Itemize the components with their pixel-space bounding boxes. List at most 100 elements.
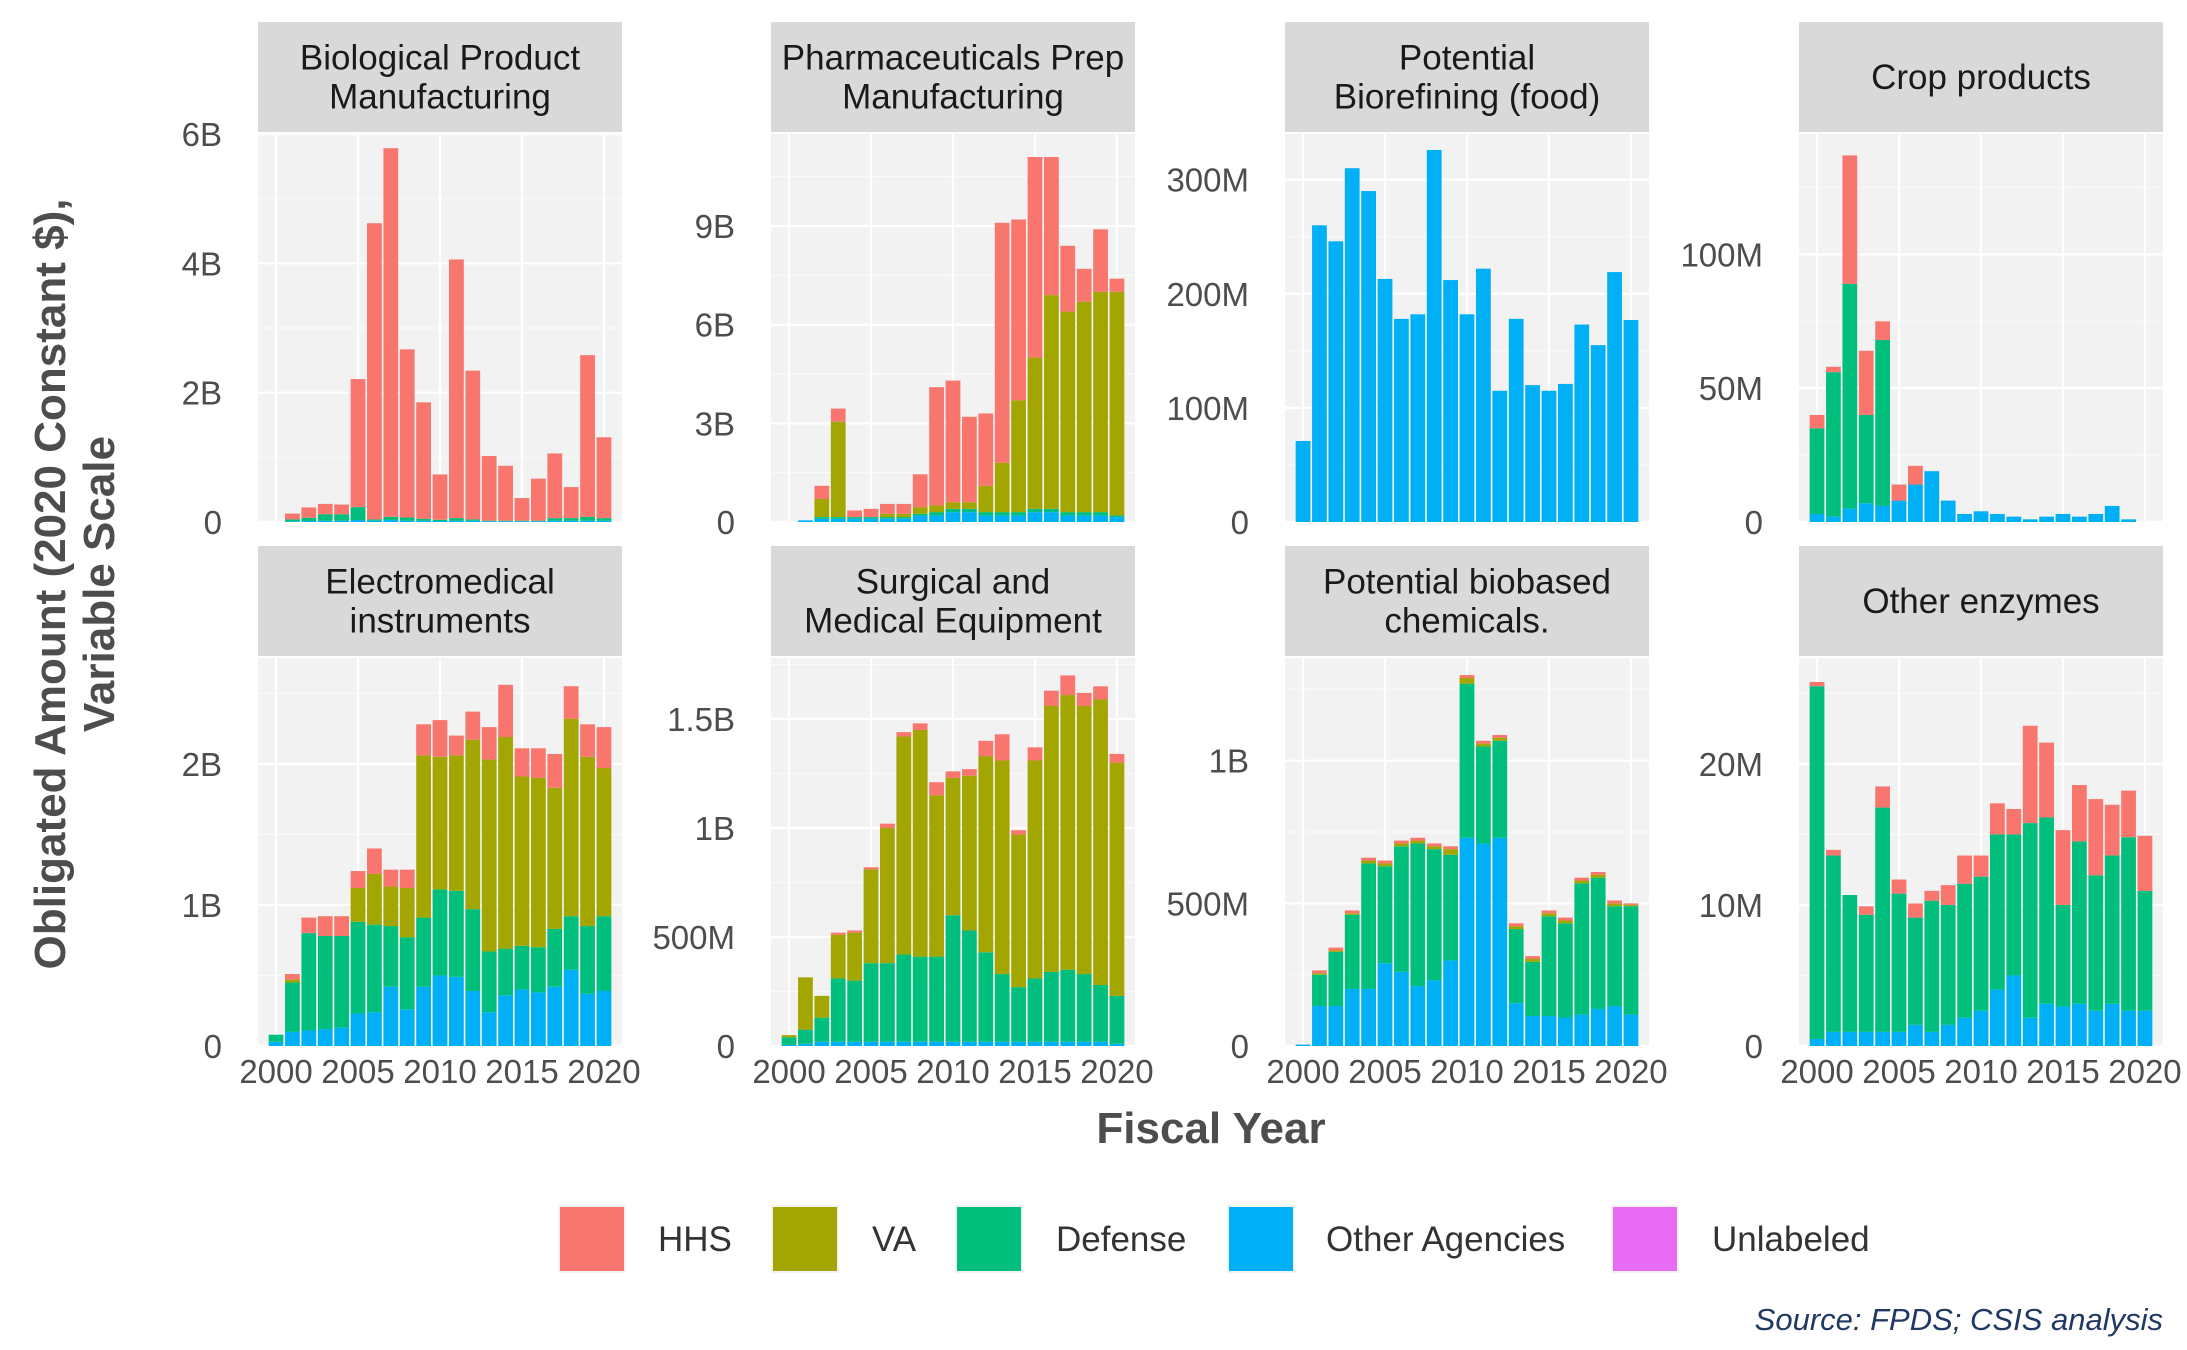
bar-segment: [1044, 690, 1059, 706]
bar-segment: [2088, 513, 2104, 522]
bar-segment: [830, 932, 846, 935]
bar-segment: [978, 485, 994, 513]
y-tick-label: 50M: [1699, 370, 1763, 407]
bar-segment: [481, 951, 497, 1013]
bar-segment: [1459, 314, 1475, 522]
bar-segment: [1060, 1041, 1076, 1046]
bar-segment: [301, 917, 317, 934]
bar-segment: [580, 355, 595, 517]
bar-segment: [334, 514, 349, 521]
bar-segment: [563, 518, 579, 521]
bar-segment: [1093, 515, 1108, 522]
bar-segment: [1826, 366, 1841, 373]
bar-segment: [350, 887, 366, 922]
bar-segment: [1295, 440, 1311, 522]
y-tick-label: 500M: [1166, 885, 1249, 922]
bar-segment: [2137, 835, 2153, 891]
bar-segment: [563, 969, 579, 1046]
bar-segment: [1476, 843, 1491, 1046]
bar-segment: [596, 518, 612, 521]
bar-segment: [399, 887, 415, 938]
bar-segment: [863, 963, 879, 1042]
bar-segment: [830, 978, 846, 1042]
bar-segment: [367, 223, 382, 520]
bar-segment: [1525, 385, 1540, 522]
bar-segment: [1525, 961, 1540, 1017]
bar-segment: [1027, 357, 1043, 509]
bar-segment: [1858, 414, 1874, 504]
bar-segment: [531, 992, 546, 1046]
bar-segment: [814, 1041, 830, 1046]
bar-segment: [912, 1041, 928, 1046]
bar-segment: [432, 474, 448, 520]
bar-segment: [1011, 830, 1026, 835]
y-tick-label: 9B: [695, 208, 735, 245]
bar-segment: [1011, 219, 1026, 401]
facet-panel: Biological Product Manufacturing 0 2B 4B 6B: [182, 22, 622, 541]
bar-segment: [847, 510, 862, 518]
bar-segment: [1858, 1031, 1874, 1046]
bar-segment: [2006, 975, 2022, 1046]
bar-segment: [830, 517, 846, 519]
bar-segment: [285, 974, 300, 980]
bar-segment: [2121, 790, 2136, 838]
bar-segment: [350, 1013, 366, 1046]
bar-segment: [1093, 512, 1108, 516]
bar-segment: [1558, 383, 1573, 522]
bar-segment: [1924, 890, 1940, 901]
x-tick-label: 2005: [834, 1053, 907, 1090]
bar-segment: [547, 986, 563, 1046]
bar-segment: [1891, 500, 1907, 522]
bar-segment: [1410, 843, 1426, 987]
bar-segment: [1508, 926, 1524, 930]
y-tick-label: 1B: [1209, 743, 1249, 780]
bar-segment: [929, 795, 944, 957]
bar-segment: [1093, 1041, 1108, 1046]
bar-segment: [962, 508, 977, 513]
y-tick-label: 10M: [1699, 887, 1763, 924]
source-caption: Source: FPDS; CSIS analysis: [1755, 1302, 2163, 1337]
bar-segment: [547, 520, 563, 522]
facet-panel: Pharmaceuticals Prep Manufacturing 0 3B 6B 9B: [695, 22, 1135, 541]
facet-strip: [771, 22, 1135, 132]
bar-segment: [1990, 803, 2005, 835]
bar-segment: [929, 387, 944, 506]
x-tick-label: 2020: [1594, 1053, 1667, 1090]
bar-segment: [1344, 168, 1360, 522]
y-tick-label: 0: [1745, 504, 1763, 541]
bar-segment: [863, 869, 879, 964]
bar-segment: [317, 916, 333, 936]
bar-segment: [1908, 484, 1923, 522]
bar-segment: [1508, 318, 1524, 522]
bar-segment: [929, 515, 944, 522]
bar-segment: [563, 487, 579, 519]
x-axis-title: Fiscal Year: [1096, 1104, 1325, 1153]
x-tick-label: 2000: [239, 1053, 312, 1090]
bar-segment: [1060, 515, 1076, 522]
bar-segment: [994, 462, 1010, 513]
bar-segment: [1328, 1006, 1344, 1046]
bar-segment: [481, 520, 497, 522]
bar-segment: [531, 520, 546, 522]
bar-segment: [2022, 519, 2038, 522]
y-tick-label: 4B: [182, 245, 222, 282]
bar-segment: [367, 520, 382, 522]
bar-segment: [1541, 910, 1557, 914]
bar-segment: [896, 503, 912, 514]
y-tick-label: 6B: [695, 307, 735, 344]
y-tick-label: 200M: [1166, 276, 1249, 313]
x-tick-label: 2005: [1348, 1053, 1421, 1090]
bar-segment: [1044, 1041, 1059, 1046]
facet-title: Potential biobased chemicals.: [1323, 563, 1611, 641]
bar-segment: [1410, 314, 1426, 522]
bar-segment: [1875, 786, 1890, 808]
bar-segment: [350, 379, 366, 508]
bar-segment: [1109, 762, 1125, 996]
y-tick-label: 0: [1231, 1028, 1249, 1065]
bar-segment: [514, 498, 530, 521]
legend-label: VA: [872, 1220, 917, 1259]
bar-segment: [1826, 1031, 1841, 1046]
bar-segment: [962, 1041, 977, 1046]
bar-segment: [863, 517, 879, 519]
